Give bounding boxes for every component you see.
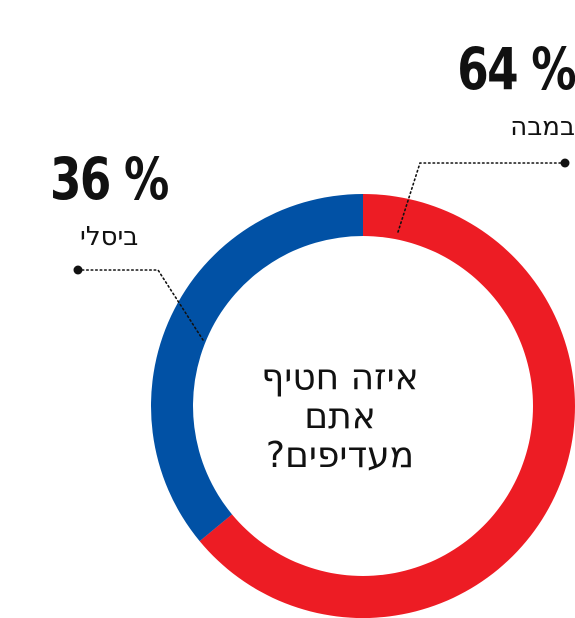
leader-dot-bisli bbox=[73, 265, 83, 275]
leaders-group bbox=[73, 158, 570, 341]
donut-slice-bamba bbox=[199, 194, 575, 618]
leader-dot-bamba bbox=[560, 158, 570, 168]
center-question: איזה חטיף אתם מעדיפים? bbox=[225, 358, 455, 475]
donut-slice-bisli bbox=[151, 194, 363, 542]
leader-line-bamba bbox=[397, 162, 566, 233]
slice-value-bamba: 64 % bbox=[457, 35, 575, 103]
center-question-line-1: איזה חטיף bbox=[261, 357, 419, 398]
slice-value-bisli: 36 % bbox=[50, 145, 169, 213]
center-question-line-3: מעדיפים? bbox=[265, 435, 415, 476]
center-question-line-2: אתם bbox=[304, 396, 376, 437]
slice-label-bisli: ביסלי bbox=[80, 222, 139, 252]
slice-label-bamba: במבה bbox=[510, 112, 575, 142]
leader-line-bisli bbox=[77, 269, 204, 341]
slices-group bbox=[151, 194, 575, 618]
